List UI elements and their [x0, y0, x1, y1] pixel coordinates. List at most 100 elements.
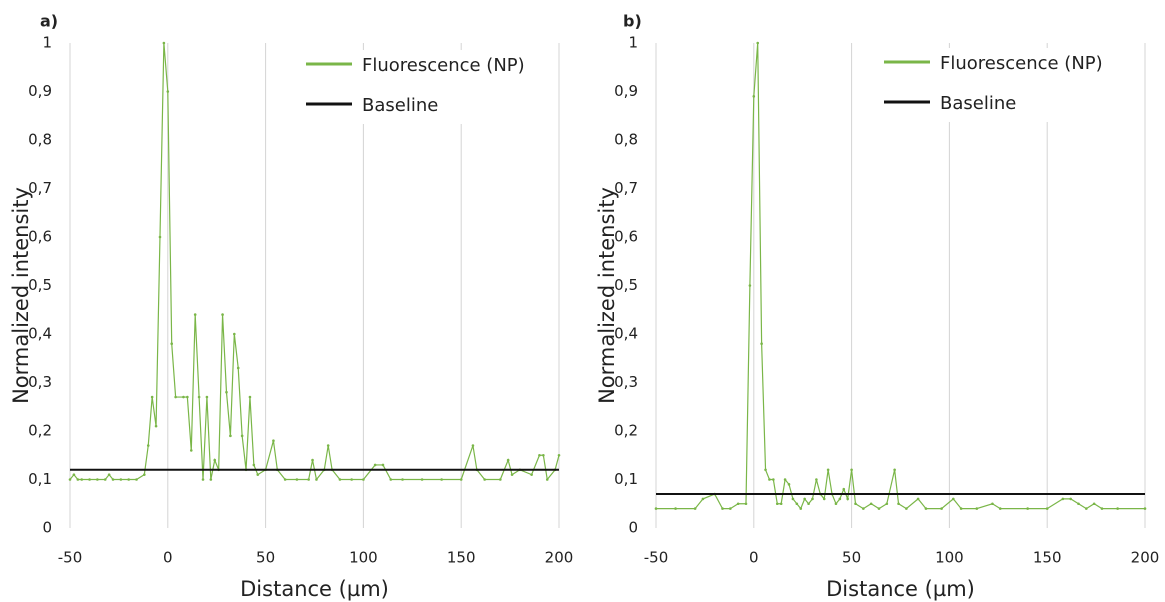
data-point: [146, 444, 150, 447]
data-point: [1061, 497, 1065, 501]
data-point: [201, 478, 205, 481]
data-point: [143, 473, 146, 476]
data-point: [240, 434, 244, 438]
y-tick-label: 0,3: [614, 373, 638, 391]
data-point: [924, 507, 928, 510]
data-point: [420, 478, 424, 481]
data-point: [791, 497, 795, 501]
y-tick-label: 0,4: [614, 325, 638, 343]
data-point: [998, 507, 1002, 510]
data-point: [373, 463, 377, 467]
data-point: [897, 502, 900, 506]
y-tick-label: 0,6: [28, 228, 52, 246]
data-point: [186, 395, 189, 399]
data-point: [193, 313, 197, 316]
data-point: [315, 478, 318, 481]
data-point: [799, 507, 803, 510]
data-point: [975, 507, 979, 510]
data-point: [72, 473, 76, 476]
data-point: [233, 332, 236, 336]
data-point: [158, 235, 162, 239]
data-point: [807, 502, 810, 506]
data-point: [197, 395, 201, 399]
data-point: [815, 478, 818, 481]
data-point: [182, 395, 185, 399]
data-point: [459, 478, 463, 481]
data-point: [1100, 507, 1104, 510]
data-point: [107, 473, 111, 476]
data-point: [752, 95, 756, 98]
data-point: [842, 487, 846, 491]
y-tick-label: 0,1: [28, 470, 52, 488]
data-point: [88, 478, 91, 481]
x-tick-label: 200: [1131, 549, 1160, 567]
x-tick-label: 50: [256, 549, 275, 567]
data-point: [381, 463, 385, 467]
data-point: [940, 507, 943, 510]
data-point: [256, 473, 260, 476]
data-point: [826, 468, 830, 472]
data-point: [307, 478, 310, 481]
data-point: [768, 478, 771, 481]
y-axis-label: Normalized intensity: [595, 187, 619, 404]
data-point: [326, 444, 330, 447]
panel-label: b): [623, 12, 642, 31]
data-point: [154, 424, 158, 428]
data-point: [170, 342, 174, 346]
y-tick-label: 1: [628, 34, 638, 52]
data-point: [127, 478, 130, 481]
data-point: [760, 342, 763, 346]
x-axis-label: Distance (µm): [240, 577, 389, 601]
data-point: [721, 507, 724, 510]
data-point: [135, 478, 138, 481]
data-point: [545, 478, 549, 481]
data-point: [162, 41, 166, 45]
data-point: [111, 478, 115, 481]
data-point: [338, 478, 342, 481]
legend-label: Fluorescence (NP): [940, 53, 1103, 74]
data-point: [311, 458, 314, 462]
data-point: [991, 502, 994, 506]
x-tick-label: 150: [447, 549, 476, 567]
legend-box: [878, 48, 1136, 122]
x-tick-label: 100: [935, 549, 964, 567]
y-tick-label: 0,5: [614, 276, 638, 294]
data-point: [76, 478, 80, 481]
x-tick-label: 0: [163, 549, 173, 567]
data-point: [225, 390, 228, 394]
data-point: [885, 502, 889, 506]
data-point: [471, 444, 475, 447]
data-point: [772, 478, 775, 481]
data-point: [174, 395, 177, 399]
data-point: [803, 497, 806, 501]
data-point: [779, 502, 783, 506]
data-point: [68, 478, 72, 481]
data-point: [744, 502, 748, 506]
data-point: [862, 507, 865, 510]
data-point: [506, 458, 510, 462]
legend-label: Fluorescence (NP): [362, 55, 525, 76]
data-point: [846, 497, 849, 501]
data-point: [283, 478, 287, 481]
data-point: [1116, 507, 1119, 510]
panel-label: a): [40, 12, 58, 31]
y-tick-label: 0,2: [28, 422, 52, 440]
x-tick-label: 0: [749, 549, 759, 567]
data-point: [756, 41, 760, 45]
x-tick-label: 200: [545, 549, 574, 567]
x-tick-label: -50: [58, 549, 83, 567]
data-point: [916, 497, 920, 501]
y-tick-label: 0,1: [614, 470, 638, 488]
data-point: [959, 507, 963, 510]
data-point: [834, 502, 838, 506]
data-point: [229, 434, 232, 438]
data-point: [1069, 497, 1072, 501]
data-point: [952, 497, 955, 501]
data-point: [213, 458, 217, 462]
data-point: [350, 478, 353, 481]
y-tick-label: 0,9: [28, 82, 52, 100]
x-tick-label: -50: [644, 549, 669, 567]
data-point: [401, 478, 404, 481]
data-point: [119, 478, 123, 481]
data-point: [499, 478, 502, 481]
